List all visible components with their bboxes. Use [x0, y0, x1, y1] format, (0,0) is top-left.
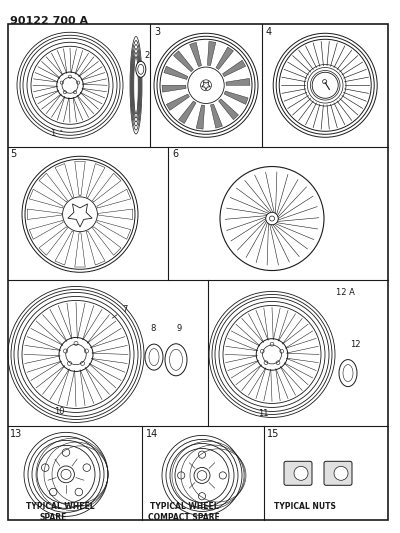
- Ellipse shape: [136, 61, 146, 77]
- Text: SPARE: SPARE: [40, 513, 67, 522]
- Text: 9: 9: [177, 324, 182, 333]
- Circle shape: [334, 466, 348, 480]
- Text: 4: 4: [266, 27, 272, 37]
- Circle shape: [62, 197, 98, 232]
- Text: 12: 12: [350, 340, 360, 349]
- Polygon shape: [210, 104, 222, 128]
- Text: 11: 11: [258, 409, 268, 417]
- Polygon shape: [166, 94, 189, 110]
- Text: COMPACT SPARE: COMPACT SPARE: [148, 513, 220, 522]
- Text: 12 A: 12 A: [336, 288, 355, 296]
- Polygon shape: [226, 78, 250, 85]
- Polygon shape: [174, 51, 194, 71]
- Text: 5: 5: [10, 149, 16, 159]
- Polygon shape: [223, 60, 246, 77]
- Text: TYPICAL WHEEL: TYPICAL WHEEL: [150, 502, 219, 511]
- Text: 6: 6: [172, 149, 178, 159]
- Text: 14: 14: [146, 429, 158, 439]
- Text: 7: 7: [112, 305, 127, 318]
- Ellipse shape: [339, 360, 357, 386]
- Text: TYPICAL WHEEL: TYPICAL WHEEL: [26, 502, 95, 511]
- Text: 3: 3: [154, 27, 160, 37]
- Ellipse shape: [165, 344, 187, 376]
- Text: 8: 8: [150, 324, 155, 333]
- Polygon shape: [162, 85, 186, 92]
- Text: 10: 10: [54, 407, 64, 416]
- Polygon shape: [178, 101, 196, 124]
- Polygon shape: [216, 47, 234, 69]
- FancyBboxPatch shape: [284, 461, 312, 486]
- Text: 1: 1: [50, 129, 62, 138]
- Ellipse shape: [145, 344, 163, 370]
- Circle shape: [294, 466, 308, 480]
- Text: 90122 700 A: 90122 700 A: [10, 16, 88, 26]
- Text: 13: 13: [10, 429, 22, 439]
- Polygon shape: [190, 43, 202, 67]
- FancyBboxPatch shape: [324, 461, 352, 486]
- Polygon shape: [207, 42, 216, 66]
- Polygon shape: [196, 105, 205, 129]
- Polygon shape: [164, 66, 188, 79]
- Circle shape: [312, 72, 338, 98]
- Text: 15: 15: [267, 429, 280, 439]
- Circle shape: [266, 212, 278, 225]
- Polygon shape: [218, 99, 238, 120]
- Text: 2: 2: [144, 52, 149, 60]
- Text: TYPICAL NUTS: TYPICAL NUTS: [274, 502, 336, 511]
- Polygon shape: [224, 91, 248, 104]
